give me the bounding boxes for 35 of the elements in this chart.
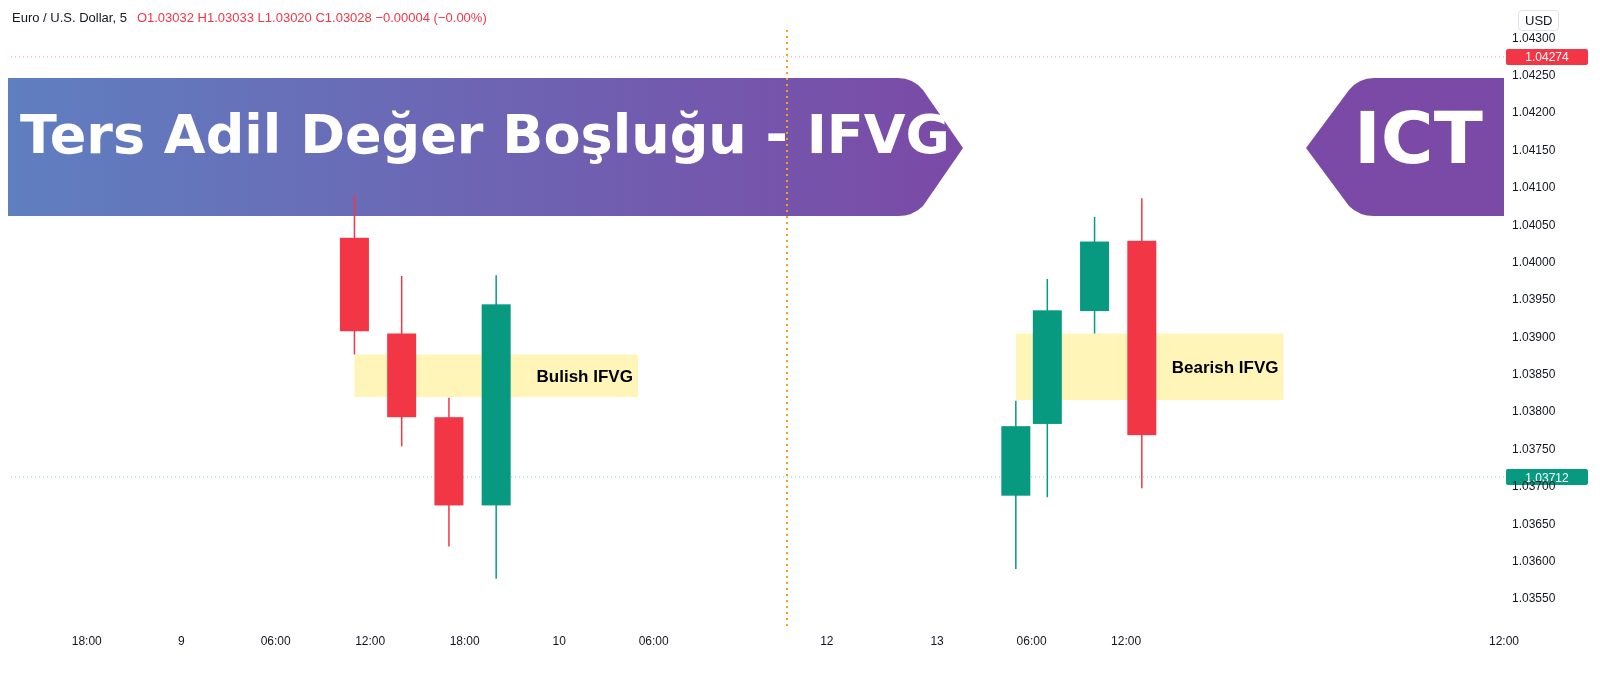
y-tick-label: 1.03800	[1512, 404, 1556, 419]
y-tick-label: 1.04000	[1512, 254, 1556, 269]
y-tick-label: 1.03850	[1512, 367, 1556, 382]
text: Ters Adil Değer Boşluğu - IFVG	[20, 103, 950, 166]
y-tick-label: 1.04200	[1512, 105, 1556, 120]
y-tick-label: 1.03950	[1512, 292, 1556, 307]
y-tick-label: 1.03900	[1512, 329, 1556, 344]
band-label: Bearish IFVG	[1171, 357, 1279, 377]
y-tick-label: 1.03550	[1512, 591, 1556, 606]
y-tick-label: 1.03600	[1512, 553, 1556, 568]
x-tick-label: 12:00	[355, 633, 386, 648]
y-tick-label: 1.04300	[1512, 30, 1556, 45]
x-tick-label: 18:00	[449, 633, 481, 648]
ref-line-label: 1.04274	[1525, 50, 1570, 65]
y-axis-title: USD	[1518, 10, 1560, 31]
x-tick-label: 06:00	[1016, 633, 1047, 648]
y-tick-label: 1.03650	[1512, 516, 1556, 531]
x-tick-label: 10	[552, 633, 567, 648]
y-tick-label: 1.04050	[1512, 217, 1556, 232]
y-tick-label: 1.03750	[1512, 441, 1556, 456]
x-tick-label: 12:00	[1111, 633, 1142, 648]
x-tick-label: 06:00	[260, 633, 292, 648]
x-tick-label: 12:00	[1488, 633, 1520, 648]
y-tick-label: 1.04100	[1512, 180, 1556, 195]
y-tick-label: 1.04250	[1512, 68, 1556, 83]
x-tick-label: 9	[177, 633, 185, 648]
y-tick-label: 1.04150	[1512, 142, 1556, 157]
text: Euro / U.S. Dollar, 5	[12, 10, 127, 25]
text: ICT	[1354, 96, 1483, 180]
x-tick-label: 12	[820, 633, 834, 648]
x-tick-label: 13	[930, 633, 945, 648]
x-tick-label: 18:00	[71, 633, 103, 648]
band-label: Bulish IFVG	[536, 366, 633, 386]
text: O1.03032 H1.03033 L1.03020 C1.03028 −0.00004 (−0.00%)	[136, 10, 487, 25]
x-tick-label: 06:00	[638, 633, 669, 648]
